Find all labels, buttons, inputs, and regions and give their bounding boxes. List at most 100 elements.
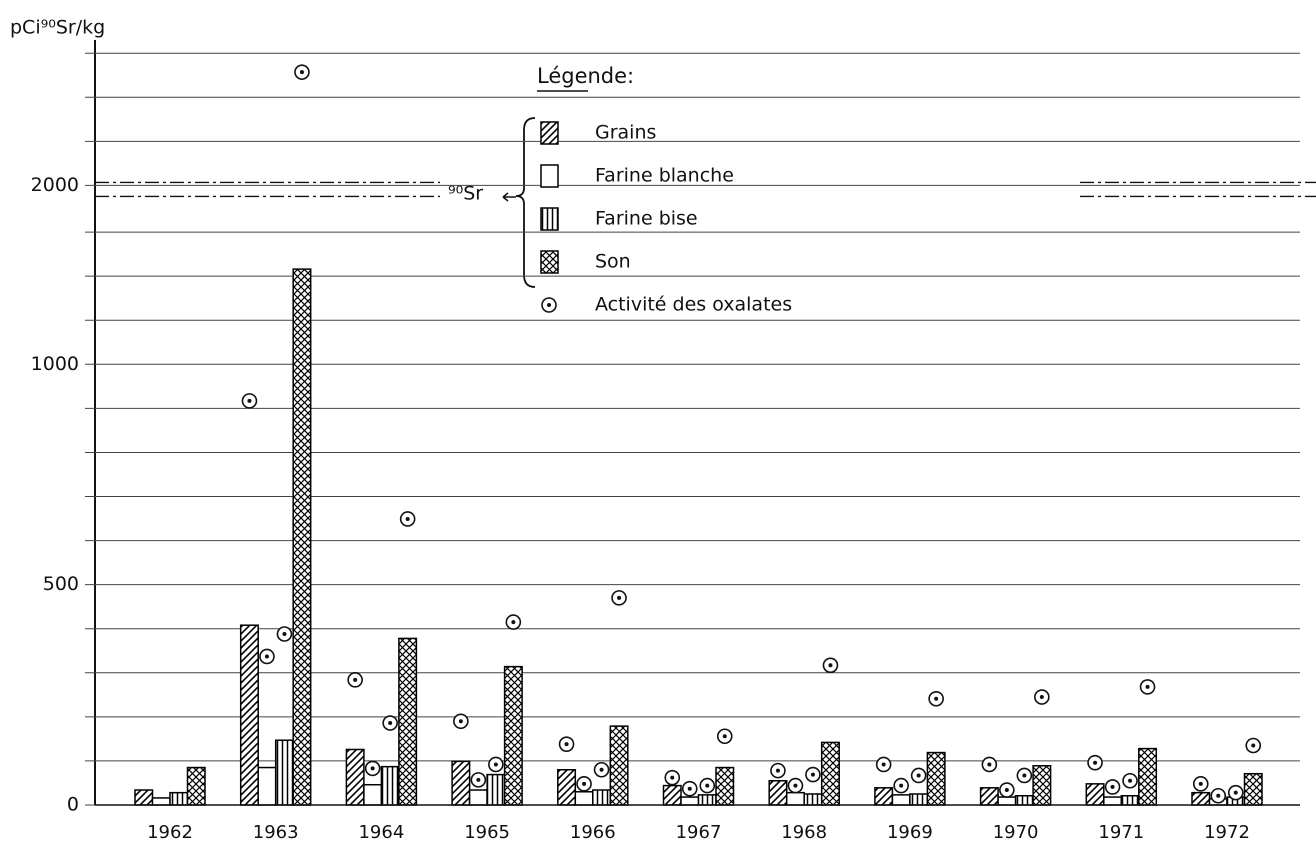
legend-swatch bbox=[540, 207, 559, 231]
oxalate-marker-dot bbox=[1145, 684, 1150, 689]
bar bbox=[1103, 796, 1123, 806]
oxalate-marker-dot bbox=[388, 721, 393, 726]
bar bbox=[345, 748, 365, 806]
oxalate-marker-dot bbox=[617, 595, 622, 600]
bar bbox=[398, 637, 418, 806]
bar bbox=[380, 765, 400, 806]
y-tick-label: 0 bbox=[67, 794, 79, 816]
oxalate-marker-dot bbox=[810, 772, 815, 777]
bar bbox=[715, 766, 735, 806]
oxalate-marker-dot bbox=[476, 777, 481, 782]
bar bbox=[662, 784, 682, 806]
oxalate-marker-dot bbox=[687, 786, 692, 791]
oxalate-marker-dot bbox=[1093, 760, 1098, 765]
bar bbox=[785, 791, 805, 806]
bar bbox=[979, 787, 999, 806]
oxalate-marker-dot bbox=[899, 783, 904, 788]
legend-title: Légende: bbox=[537, 64, 634, 88]
legend-swatch bbox=[540, 121, 559, 145]
oxalate-marker-dot bbox=[282, 632, 287, 637]
legend-label: Farine bise bbox=[595, 208, 698, 230]
bar bbox=[503, 665, 523, 806]
annotation-arrow bbox=[502, 192, 516, 202]
annotation: ⁹⁰Sr bbox=[448, 183, 483, 205]
oxalate-marker-dot bbox=[599, 767, 604, 772]
bar bbox=[468, 789, 488, 806]
x-tick-label: 1963 bbox=[253, 822, 299, 843]
oxalate-marker-dot bbox=[493, 762, 498, 767]
legend-label: Grains bbox=[595, 122, 656, 144]
legend-bracket bbox=[515, 117, 536, 288]
oxalate-marker-dot bbox=[247, 398, 252, 403]
y-tick-label: 2000 bbox=[31, 174, 79, 196]
bar bbox=[592, 789, 612, 806]
oxalate-marker-dot bbox=[987, 762, 992, 767]
bar bbox=[1085, 783, 1105, 806]
oxalate-marker-dot bbox=[722, 734, 727, 739]
x-tick-label: 1971 bbox=[1098, 822, 1144, 843]
oxalate-marker-dot bbox=[793, 783, 798, 788]
oxalate-marker-dot bbox=[705, 783, 710, 788]
x-tick-label: 1965 bbox=[464, 822, 510, 843]
oxalate-marker-dot bbox=[670, 775, 675, 780]
bar bbox=[257, 766, 277, 806]
oxalate-marker-dot bbox=[1022, 773, 1027, 778]
bar bbox=[363, 783, 383, 806]
bar bbox=[557, 768, 577, 806]
oxalate-marker-dot bbox=[1128, 778, 1133, 783]
bar bbox=[574, 791, 594, 806]
oxalate-marker-dot bbox=[934, 696, 939, 701]
bar bbox=[186, 766, 206, 806]
oxalate-marker-dot bbox=[828, 663, 833, 668]
oxalate-marker-dot bbox=[1039, 695, 1044, 700]
legend-label: Son bbox=[595, 251, 631, 273]
bar bbox=[803, 793, 823, 806]
oxalate-marker-dot bbox=[1198, 781, 1203, 786]
y-tick-label: 500 bbox=[43, 573, 79, 595]
bar bbox=[768, 780, 788, 806]
x-tick-label: 1969 bbox=[887, 822, 933, 843]
oxalate-marker-dot bbox=[1004, 788, 1009, 793]
oxalate-marker-dot bbox=[353, 677, 358, 682]
oxalate-marker-dot bbox=[264, 654, 269, 659]
x-tick-label: 1967 bbox=[676, 822, 722, 843]
bar bbox=[1191, 791, 1211, 806]
bar bbox=[239, 624, 259, 806]
oxalate-marker-dot bbox=[1216, 793, 1221, 798]
bar bbox=[451, 760, 471, 806]
bar bbox=[1014, 794, 1034, 806]
bar bbox=[891, 794, 911, 806]
x-tick-label: 1964 bbox=[358, 822, 404, 843]
bar bbox=[680, 796, 700, 806]
oxalate-marker-dot bbox=[511, 620, 516, 625]
oxalate-marker-dot bbox=[370, 766, 375, 771]
legend-swatch bbox=[540, 250, 559, 274]
oxalate-marker-dot bbox=[1233, 790, 1238, 795]
bar bbox=[697, 794, 717, 806]
bar bbox=[274, 739, 294, 806]
oxalate-marker-dot bbox=[299, 70, 304, 75]
bar bbox=[874, 787, 894, 806]
bar bbox=[997, 796, 1017, 806]
legend-label: Activité des oxalates bbox=[595, 294, 792, 316]
oxalate-marker-dot bbox=[1110, 784, 1115, 789]
legend-label: Farine blanche bbox=[595, 165, 734, 187]
bar bbox=[609, 725, 629, 806]
oxalate-marker-dot bbox=[582, 781, 587, 786]
y-tick-label: 1000 bbox=[31, 353, 79, 375]
x-tick-label: 1968 bbox=[781, 822, 827, 843]
oxalate-marker-dot bbox=[775, 768, 780, 773]
oxalate-marker-dot bbox=[564, 742, 569, 747]
oxalate-marker-dot bbox=[881, 762, 886, 767]
x-tick-label: 1970 bbox=[993, 822, 1039, 843]
bar bbox=[169, 791, 189, 806]
oxalate-marker-dot bbox=[1251, 743, 1256, 748]
oxalate-marker-dot bbox=[458, 719, 463, 724]
bar bbox=[1138, 747, 1158, 806]
bar bbox=[820, 741, 840, 806]
bar bbox=[926, 751, 946, 806]
x-tick-label: 1966 bbox=[570, 822, 616, 843]
bar bbox=[909, 793, 929, 806]
bar bbox=[1243, 772, 1263, 806]
